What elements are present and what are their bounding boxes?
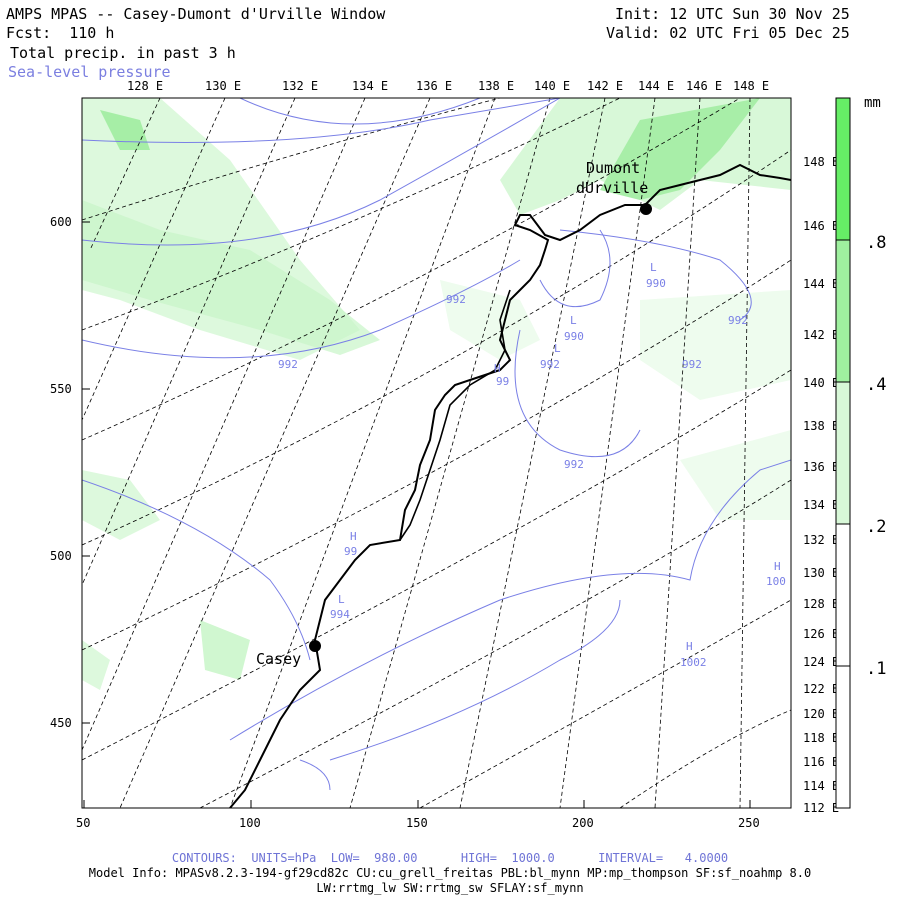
bottom-ticks xyxy=(83,800,751,808)
lon-label-top: 132 E xyxy=(282,79,318,93)
graticule xyxy=(82,98,791,808)
precip-shading xyxy=(82,98,791,690)
map-frame xyxy=(81,97,792,809)
contour-label: 992 xyxy=(728,314,748,327)
colorbar-bin-none xyxy=(836,666,850,808)
pressure-center: L xyxy=(570,314,577,327)
station-marker-casey xyxy=(309,640,321,652)
lon-label-right: 140 E xyxy=(803,376,839,390)
lon-label-right: 144 E xyxy=(803,277,839,291)
contour-label: 992 xyxy=(278,358,298,371)
contour-label: 99 xyxy=(344,545,357,558)
contour-label: 992 xyxy=(682,358,702,371)
lon-label-right: 114 E xyxy=(803,779,839,793)
y-label: 450 xyxy=(50,716,72,730)
contour-label: 990 xyxy=(646,277,666,290)
left-axis-labels: 600 550 500 450 xyxy=(50,215,72,730)
contour-label: 99 xyxy=(496,375,509,388)
pressure-center: H xyxy=(686,640,693,653)
lon-label-right: 138 E xyxy=(803,419,839,433)
colorbar-bin-mid xyxy=(836,382,850,524)
lon-label-top: 148 E xyxy=(733,79,769,93)
y-label: 500 xyxy=(50,549,72,563)
lon-label-right: 126 E xyxy=(803,627,839,641)
colorbar-label: .1 xyxy=(866,659,886,679)
station-label-dumont: Dumont xyxy=(586,159,640,177)
station-label-casey: Casey xyxy=(256,650,301,668)
pressure-contours xyxy=(82,98,791,791)
y-label: 600 xyxy=(50,215,72,229)
lon-label-right: 146 E xyxy=(803,219,839,233)
colorbar-frame xyxy=(835,97,851,809)
left-ticks xyxy=(82,221,90,724)
x-label: 250 xyxy=(738,816,760,830)
lon-label-right: 112 E xyxy=(803,801,839,815)
colorbar-label: .2 xyxy=(866,517,886,537)
y-label: 550 xyxy=(50,382,72,396)
lon-label-top: 140 E xyxy=(534,79,570,93)
lon-label-right: 132 E xyxy=(803,533,839,547)
lon-label-top: 144 E xyxy=(638,79,674,93)
pressure-center: H xyxy=(774,560,781,573)
overlay-name: Sea-level pressure xyxy=(8,63,171,81)
x-label: 50 xyxy=(76,816,90,830)
station-label-durville: dUrville xyxy=(576,179,648,197)
station-marker-dumont xyxy=(640,203,652,215)
bottom-axis-labels: 50 100 150 200 250 xyxy=(76,816,760,830)
contour-label: 994 xyxy=(330,608,350,621)
right-axis-labels: 148 E 146 E 144 E 142 E 140 E 138 E 136 … xyxy=(803,155,839,815)
contour-label: 100 xyxy=(766,575,786,588)
contour-label-group: 992 992 990 990 992 992 992 992 994 1002… xyxy=(278,261,786,669)
lon-label-top: 138 E xyxy=(478,79,514,93)
pressure-center: H xyxy=(350,530,357,543)
model-info-2: LW:rrtmg_lw SW:rrtmg_sw SFLAY:sf_mynn xyxy=(316,881,584,895)
lon-label-right: 134 E xyxy=(803,498,839,512)
pressure-center: L xyxy=(554,342,561,355)
x-label: 100 xyxy=(239,816,261,830)
lon-label-right: 124 E xyxy=(803,655,839,669)
x-label: 200 xyxy=(572,816,594,830)
valid-time: Valid: 02 UTC Fri 05 Dec 25 xyxy=(606,24,850,42)
pressure-center: H xyxy=(494,362,501,375)
pressure-center: L xyxy=(338,593,345,606)
coastline-inner xyxy=(399,289,511,541)
lon-label-top: 134 E xyxy=(352,79,388,93)
lon-label-top: 128 E xyxy=(127,79,163,93)
init-time: Init: 12 UTC Sun 30 Nov 25 xyxy=(615,5,850,23)
lon-label-right: 130 E xyxy=(803,566,839,580)
contour-label: 992 xyxy=(564,458,584,471)
model-info: Model Info: MPASv8.2.3-194-gf29cd82c CU:… xyxy=(88,866,812,880)
lon-label-right: 118 E xyxy=(803,731,839,745)
lon-label-right: 148 E xyxy=(803,155,839,169)
lon-label-top: 142 E xyxy=(587,79,623,93)
contour-label: 990 xyxy=(564,330,584,343)
colorbar-bin-low xyxy=(836,524,850,666)
lon-label-top: 130 E xyxy=(205,79,241,93)
colorbar-label: .8 xyxy=(866,233,886,253)
field-name: Total precip. in past 3 h xyxy=(10,44,236,62)
colorbar-bin-high xyxy=(836,98,850,240)
contour-label: 992 xyxy=(540,358,560,371)
lon-label-right: 122 E xyxy=(803,682,839,696)
lon-label-right: 120 E xyxy=(803,707,839,721)
pressure-center: L xyxy=(650,261,657,274)
lon-label-right: 142 E xyxy=(803,328,839,342)
colorbar: mm .8 .4 .2 .1 xyxy=(835,95,886,809)
lon-label-right: 136 E xyxy=(803,460,839,474)
forecast-hour: Fcst: 110 h xyxy=(6,24,115,42)
contour-label: 1002 xyxy=(680,656,707,669)
colorbar-bin-upper xyxy=(836,240,850,382)
x-label: 150 xyxy=(406,816,428,830)
colorbar-unit: mm xyxy=(864,95,881,111)
lon-label-top: 146 E xyxy=(686,79,722,93)
contour-info: CONTOURS: UNITS=hPa LOW= 980.00 HIGH= 10… xyxy=(171,851,729,865)
map-title: AMPS MPAS -- Casey-Dumont d'Urville Wind… xyxy=(6,5,386,23)
lon-label-right: 128 E xyxy=(803,597,839,611)
colorbar-label: .4 xyxy=(866,375,886,395)
top-axis-labels: 128 E 130 E 132 E 134 E 136 E 138 E 140 … xyxy=(127,79,769,93)
lon-label-right: 116 E xyxy=(803,755,839,769)
contour-label: 992 xyxy=(446,293,466,306)
lon-label-top: 136 E xyxy=(416,79,452,93)
